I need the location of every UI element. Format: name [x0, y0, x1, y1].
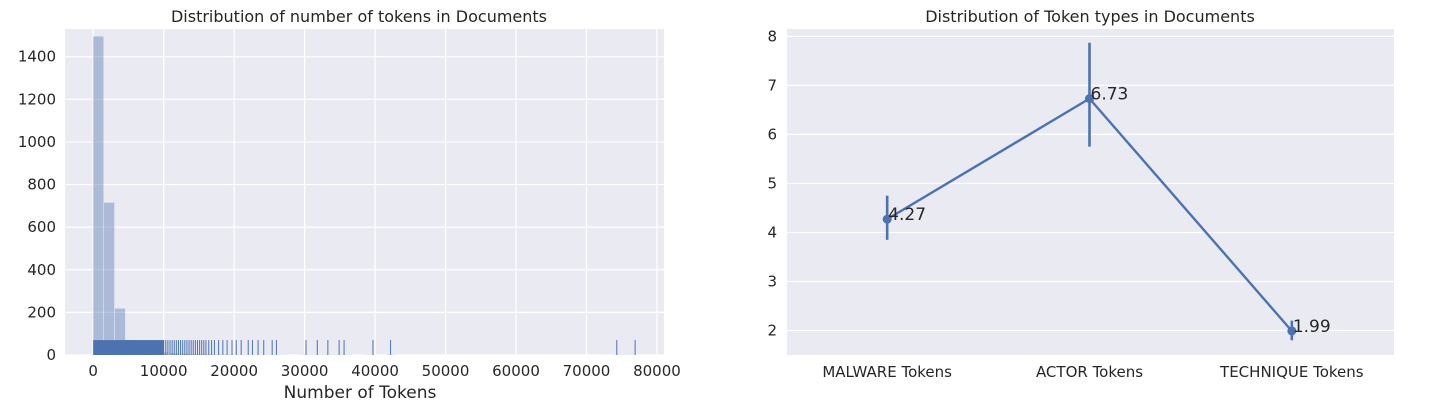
histogram-x-tick-label: 60000	[492, 362, 540, 380]
histogram-y-tick-label: 1400	[18, 48, 56, 66]
histogram-y-ticks: 0 200 400 600 800 1000 1200 1400	[18, 48, 56, 364]
pointplot-title: Distribution of Token types in Documents	[925, 7, 1255, 26]
histogram-x-ticks: 0 10000 20000 30000 40000 50000 60000 70000 8000…	[88, 362, 680, 380]
histogram-rug	[93, 340, 636, 355]
pointplot-y-ticks: 2 3 4 5 6 7 8	[767, 27, 777, 339]
histogram-y-tick-label: 1200	[18, 90, 56, 108]
histogram-title: Distribution of number of tokens in Docu…	[171, 7, 547, 26]
histogram-bar	[190, 354, 202, 355]
pointplot-marker	[1287, 326, 1297, 336]
histogram-x-axis-label: Number of Tokens	[284, 383, 437, 403]
histogram-x-tick-label: 20000	[210, 362, 258, 380]
pointplot-x-tick-label: MALWARE Tokens	[822, 363, 952, 381]
pointplot-y-tick-label: 6	[767, 125, 777, 143]
pointplot-x-tick-label: ACTOR Tokens	[1036, 363, 1143, 381]
pointplot-marker	[882, 214, 892, 224]
histogram-plot-area	[65, 29, 664, 355]
histogram-x-tick-label: 70000	[563, 362, 611, 380]
pointplot-y-tick-label: 8	[767, 27, 777, 45]
histogram-y-tick-label: 200	[27, 303, 56, 321]
histogram-gridlines	[65, 29, 664, 356]
pointplot-x-ticks: MALWARE Tokens ACTOR Tokens TECHNIQUE Toke…	[822, 363, 1363, 381]
pointplot-value-label: 1.99	[1293, 317, 1331, 337]
pointplot-y-tick-label: 5	[767, 174, 777, 192]
pointplot-y-tick-label: 2	[767, 321, 777, 339]
pointplot-marker	[1085, 94, 1094, 104]
histogram-x-tick-label: 80000	[633, 362, 681, 380]
histogram-bar	[104, 202, 115, 355]
histogram-x-tick-label: 50000	[422, 362, 470, 380]
histogram-y-tick-label: 0	[46, 346, 56, 364]
rug-dense-band	[93, 340, 164, 355]
pointplot-value-label: 4.27	[888, 205, 926, 225]
pointplot-panel: 4.27 6.73 1.99 MALWARE Tokens ACTOR Tokens T…	[767, 7, 1394, 381]
histogram-y-tick-label: 800	[27, 176, 56, 194]
histogram-y-tick-label: 400	[27, 261, 56, 279]
pointplot-y-tick-label: 4	[767, 223, 777, 241]
histogram-bar	[93, 36, 104, 355]
pointplot-y-tick-label: 7	[767, 76, 777, 94]
histogram-bar	[114, 308, 126, 355]
pointplot-x-tick-label: TECHNIQUE Tokens	[1219, 363, 1364, 381]
histogram-panel: 0 10000 20000 30000 40000 50000 60000 70000 8000…	[18, 7, 681, 403]
histogram-x-tick-label: 40000	[351, 362, 399, 380]
pointplot-y-tick-label: 3	[767, 272, 777, 290]
histogram-y-tick-label: 600	[27, 218, 56, 236]
histogram-bar	[201, 354, 212, 355]
histogram-x-tick-label: 0	[88, 362, 98, 380]
histogram-x-tick-label: 10000	[140, 362, 188, 380]
histogram-y-tick-label: 1000	[18, 133, 56, 151]
histogram-x-tick-label: 30000	[281, 362, 329, 380]
pointplot-value-label: 6.73	[1091, 85, 1129, 105]
pointplot-series: 4.27 6.73 1.99	[882, 42, 1331, 341]
